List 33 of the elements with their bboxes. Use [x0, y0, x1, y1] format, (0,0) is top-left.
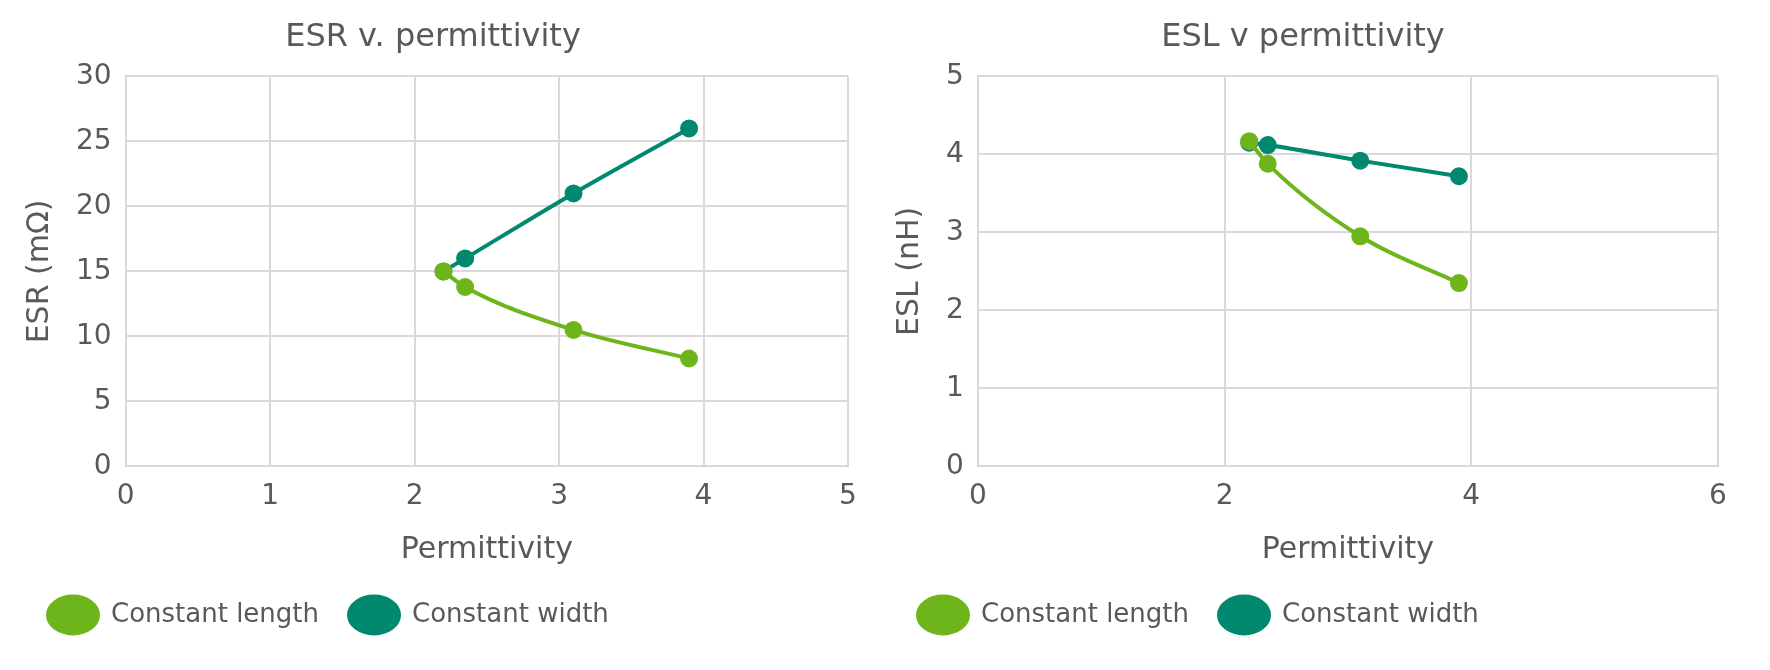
legend-label: Constant width	[1282, 597, 1479, 628]
x-tick-label: 6	[1709, 478, 1727, 512]
x-tick-label: 5	[839, 478, 857, 512]
x-tick-label: 0	[116, 478, 135, 512]
y-tick-label: 4	[945, 135, 964, 169]
legend-label: Constant width	[412, 597, 609, 628]
x-tick-label: 2	[1215, 478, 1234, 512]
x-axis-title: Permittivity	[1261, 529, 1435, 565]
y-tick-label: 3	[945, 213, 964, 247]
y-tick-label: 25	[75, 122, 112, 156]
y-tick-label: 5	[945, 57, 964, 91]
x-tick-label: 0	[968, 478, 987, 512]
x-tick-label: 1	[261, 478, 280, 512]
chart-title: ESR v. permittivity	[285, 15, 581, 54]
legend-label: Constant length	[981, 597, 1190, 628]
y-axis-title: ESR (mΩ)	[19, 199, 55, 344]
legend-label: Constant length	[111, 597, 320, 628]
y-tick-label: 15	[75, 252, 112, 286]
y-tick-label: 0	[93, 447, 112, 481]
chart-title: ESL v permittivity	[1161, 15, 1445, 54]
x-axis-title: Permittivity	[400, 529, 573, 565]
y-axis-title: ESL (nH)	[889, 206, 925, 337]
y-tick-label: 10	[75, 317, 112, 351]
x-tick-label: 3	[550, 478, 568, 512]
x-tick-label: 2	[405, 478, 424, 512]
y-tick-label: 20	[75, 187, 112, 221]
x-tick-label: 4	[1462, 478, 1481, 512]
x-tick-label: 4	[694, 478, 713, 512]
y-tick-label: 30	[75, 57, 112, 91]
y-tick-label: 5	[93, 382, 112, 416]
y-tick-label: 0	[945, 447, 964, 481]
y-tick-label: 1	[945, 369, 964, 403]
y-tick-label: 2	[945, 291, 964, 325]
